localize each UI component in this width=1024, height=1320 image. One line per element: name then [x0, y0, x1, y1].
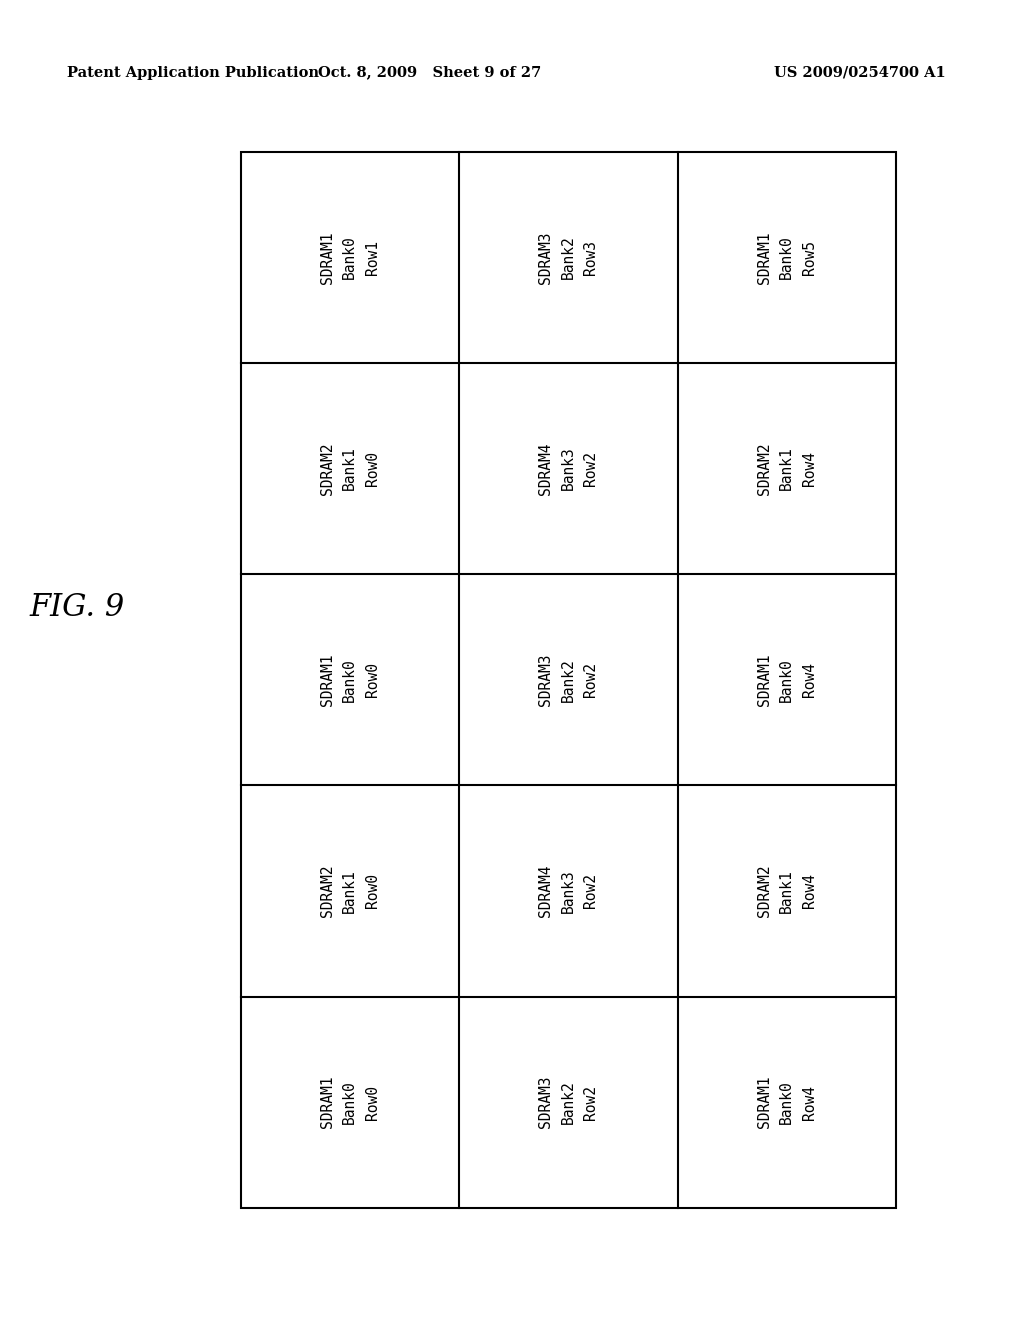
Bar: [678, 363, 896, 574]
Bar: [241, 152, 896, 1208]
Text: SDRAM1: SDRAM1: [319, 231, 335, 284]
Text: SDRAM3: SDRAM3: [539, 231, 553, 284]
Text: Bank0: Bank0: [779, 657, 795, 702]
Text: SDRAM2: SDRAM2: [319, 442, 335, 495]
Text: Row3: Row3: [584, 240, 598, 275]
Text: Bank1: Bank1: [342, 869, 357, 913]
Text: SDRAM1: SDRAM1: [319, 1076, 335, 1129]
Text: Bank0: Bank0: [342, 657, 357, 702]
Text: Patent Application Publication: Patent Application Publication: [67, 66, 318, 79]
Text: FIG. 9: FIG. 9: [29, 591, 125, 623]
Text: Row4: Row4: [802, 663, 817, 697]
Text: Bank0: Bank0: [779, 1080, 795, 1125]
Bar: [678, 152, 896, 363]
Text: Row2: Row2: [584, 663, 598, 697]
Text: SDRAM1: SDRAM1: [757, 231, 772, 284]
Text: SDRAM1: SDRAM1: [757, 653, 772, 706]
Text: Row2: Row2: [584, 874, 598, 908]
Text: US 2009/0254700 A1: US 2009/0254700 A1: [774, 66, 946, 79]
Text: Bank2: Bank2: [561, 657, 575, 702]
Text: Bank3: Bank3: [561, 446, 575, 491]
Text: Bank1: Bank1: [779, 869, 795, 913]
Text: SDRAM2: SDRAM2: [757, 865, 772, 917]
Text: Oct. 8, 2009   Sheet 9 of 27: Oct. 8, 2009 Sheet 9 of 27: [318, 66, 542, 79]
Text: Bank0: Bank0: [342, 235, 357, 280]
Bar: [678, 574, 896, 785]
Text: Row2: Row2: [584, 451, 598, 486]
Bar: [241, 997, 459, 1208]
Bar: [241, 785, 459, 997]
Bar: [459, 785, 678, 997]
Bar: [459, 997, 678, 1208]
Text: Bank1: Bank1: [779, 446, 795, 491]
Text: SDRAM3: SDRAM3: [539, 653, 553, 706]
Bar: [678, 997, 896, 1208]
Text: Bank2: Bank2: [561, 235, 575, 280]
Text: Row4: Row4: [802, 874, 817, 908]
Text: Row0: Row0: [365, 1085, 380, 1119]
Bar: [241, 574, 459, 785]
Bar: [459, 152, 678, 363]
Bar: [459, 574, 678, 785]
Text: Bank3: Bank3: [561, 869, 575, 913]
Text: Row0: Row0: [365, 663, 380, 697]
Text: Row0: Row0: [365, 874, 380, 908]
Text: SDRAM4: SDRAM4: [539, 442, 553, 495]
Text: Bank1: Bank1: [342, 446, 357, 491]
Text: Bank0: Bank0: [342, 1080, 357, 1125]
Text: SDRAM2: SDRAM2: [757, 442, 772, 495]
Text: SDRAM2: SDRAM2: [319, 865, 335, 917]
Text: Row4: Row4: [802, 451, 817, 486]
Text: Row4: Row4: [802, 1085, 817, 1119]
Text: Bank2: Bank2: [561, 1080, 575, 1125]
Bar: [241, 152, 459, 363]
Text: Row1: Row1: [365, 240, 380, 275]
Bar: [459, 363, 678, 574]
Bar: [241, 363, 459, 574]
Text: Row5: Row5: [802, 240, 817, 275]
Text: SDRAM4: SDRAM4: [539, 865, 553, 917]
Text: Row2: Row2: [584, 1085, 598, 1119]
Text: Row0: Row0: [365, 451, 380, 486]
Text: Bank0: Bank0: [779, 235, 795, 280]
Text: SDRAM3: SDRAM3: [539, 1076, 553, 1129]
Text: SDRAM1: SDRAM1: [319, 653, 335, 706]
Text: SDRAM1: SDRAM1: [757, 1076, 772, 1129]
Bar: [678, 785, 896, 997]
